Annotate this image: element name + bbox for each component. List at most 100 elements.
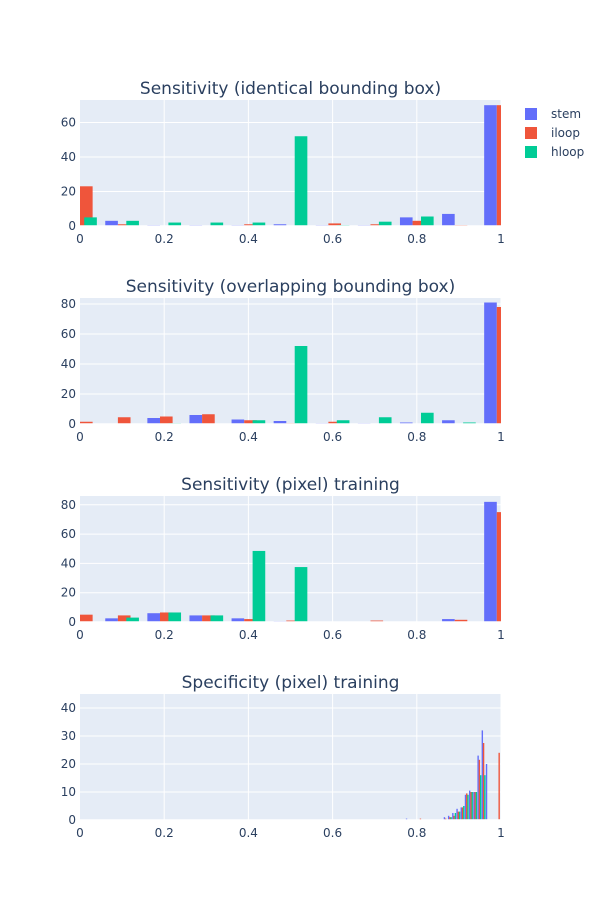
- x-tick-label: 0.4: [239, 232, 258, 246]
- bar-hloop: [450, 817, 452, 820]
- bar-stem: [147, 613, 160, 622]
- bar-stem: [189, 415, 203, 424]
- y-tick-label: 40: [61, 701, 76, 715]
- bar-stem: [442, 619, 455, 622]
- bar-iloop: [80, 186, 93, 226]
- bar-iloop: [117, 224, 131, 226]
- bar-iloop: [159, 612, 173, 622]
- bar-hloop: [475, 792, 478, 820]
- y-tick-label: 80: [61, 498, 76, 512]
- legend-swatch: [525, 108, 537, 120]
- legend-item-hloop[interactable]: hloop: [525, 145, 584, 159]
- bar-iloop: [328, 421, 342, 424]
- x-tick-label: 0.8: [407, 628, 426, 642]
- x-tick-label: 0.2: [155, 628, 174, 642]
- y-tick-label: 20: [61, 387, 76, 401]
- x-tick-label: 0: [76, 628, 84, 642]
- bar-iloop: [328, 223, 342, 226]
- x-tick-label: 0: [76, 826, 84, 840]
- bar-stem: [442, 420, 455, 424]
- bar-stem: [443, 817, 446, 820]
- bar-iloop: [496, 512, 501, 622]
- y-tick-label: 60: [61, 327, 76, 341]
- bar-iloop: [244, 224, 257, 226]
- bar-hloop: [210, 222, 224, 226]
- y-tick-label: 60: [61, 115, 76, 129]
- legend-item-stem[interactable]: stem: [525, 107, 581, 121]
- x-tick-label: 1: [497, 826, 505, 840]
- bar-stem: [452, 813, 454, 820]
- x-tick-label: 1: [497, 430, 505, 444]
- chart-title: Sensitivity (overlapping bounding box): [126, 277, 455, 297]
- x-tick-label: 1: [497, 232, 505, 246]
- bar-hloop: [463, 806, 465, 820]
- bar-iloop: [412, 220, 426, 226]
- bar-hloop: [252, 550, 266, 622]
- legend-swatch: [525, 127, 537, 139]
- bar-iloop: [370, 224, 384, 226]
- chart-panel-3: 0 0.2 0.4 0.6 0.8 1 0 20 40 60 80 Sensitivity (pixe…: [61, 475, 505, 642]
- x-tick-label: 0.2: [155, 232, 174, 246]
- bar-stem: [231, 419, 245, 424]
- x-tick-label: 0.4: [239, 826, 258, 840]
- bar-stem: [273, 224, 287, 226]
- bar-hloop: [471, 792, 473, 820]
- bar-iloop: [202, 615, 215, 622]
- bar-hloop: [294, 136, 308, 226]
- bar-iloop: [482, 743, 485, 820]
- legend-label: hloop: [551, 145, 584, 159]
- bar-stem: [447, 815, 450, 820]
- x-tick-label: 0.6: [323, 826, 342, 840]
- bar-hloop: [421, 216, 434, 226]
- bar-hloop: [467, 794, 469, 820]
- bar-iloop: [117, 417, 131, 424]
- y-tick-label: 0: [68, 417, 76, 431]
- legend-label: stem: [551, 107, 581, 121]
- y-tick-label: 40: [61, 556, 76, 570]
- bar-iloop: [80, 421, 93, 424]
- y-tick-label: 0: [68, 219, 76, 233]
- plot-area: [80, 298, 501, 424]
- bar-hloop: [336, 420, 350, 424]
- legend: stem iloop hloop: [525, 107, 584, 159]
- y-tick-label: 40: [61, 150, 76, 164]
- bar-hloop: [484, 775, 486, 820]
- bar-hloop: [378, 221, 392, 226]
- bar-iloop: [453, 815, 455, 820]
- x-tick-label: 1: [497, 628, 505, 642]
- bar-iloop: [244, 619, 257, 622]
- bar-stem: [473, 792, 475, 820]
- bar-stem: [105, 220, 118, 226]
- bar-stem: [484, 105, 497, 226]
- bar-hloop: [454, 813, 457, 820]
- bar-stem: [147, 418, 160, 424]
- plot-area: [80, 100, 501, 226]
- bar-stem: [464, 794, 467, 820]
- bar-stem: [469, 790, 471, 820]
- x-tick-label: 0.6: [323, 232, 342, 246]
- y-tick-label: 30: [61, 729, 76, 743]
- chart-panel-2: 0 0.2 0.4 0.6 0.8 1 0 20 40 60 80 Sensitivity (over…: [61, 277, 505, 444]
- bar-hloop: [168, 612, 182, 622]
- bar-stem: [481, 730, 484, 820]
- bar-hloop: [126, 617, 139, 622]
- x-tick-label: 0: [76, 232, 84, 246]
- x-tick-label: 0.6: [323, 430, 342, 444]
- plot-area: [80, 694, 501, 820]
- bar-iloop: [449, 817, 451, 820]
- bar-iloop: [202, 414, 215, 424]
- bar-hloop: [252, 420, 266, 424]
- bar-iloop: [498, 752, 500, 820]
- bar-iloop: [454, 619, 468, 622]
- legend-label: iloop: [551, 126, 580, 140]
- bar-stem: [477, 755, 479, 820]
- x-tick-label: 0: [76, 430, 84, 444]
- y-tick-label: 20: [61, 586, 76, 600]
- y-tick-label: 10: [61, 785, 76, 799]
- bar-stem: [484, 501, 497, 622]
- bar-iloop: [478, 759, 481, 820]
- bar-hloop: [84, 217, 97, 226]
- x-tick-label: 0.8: [407, 430, 426, 444]
- legend-item-iloop[interactable]: iloop: [525, 126, 580, 140]
